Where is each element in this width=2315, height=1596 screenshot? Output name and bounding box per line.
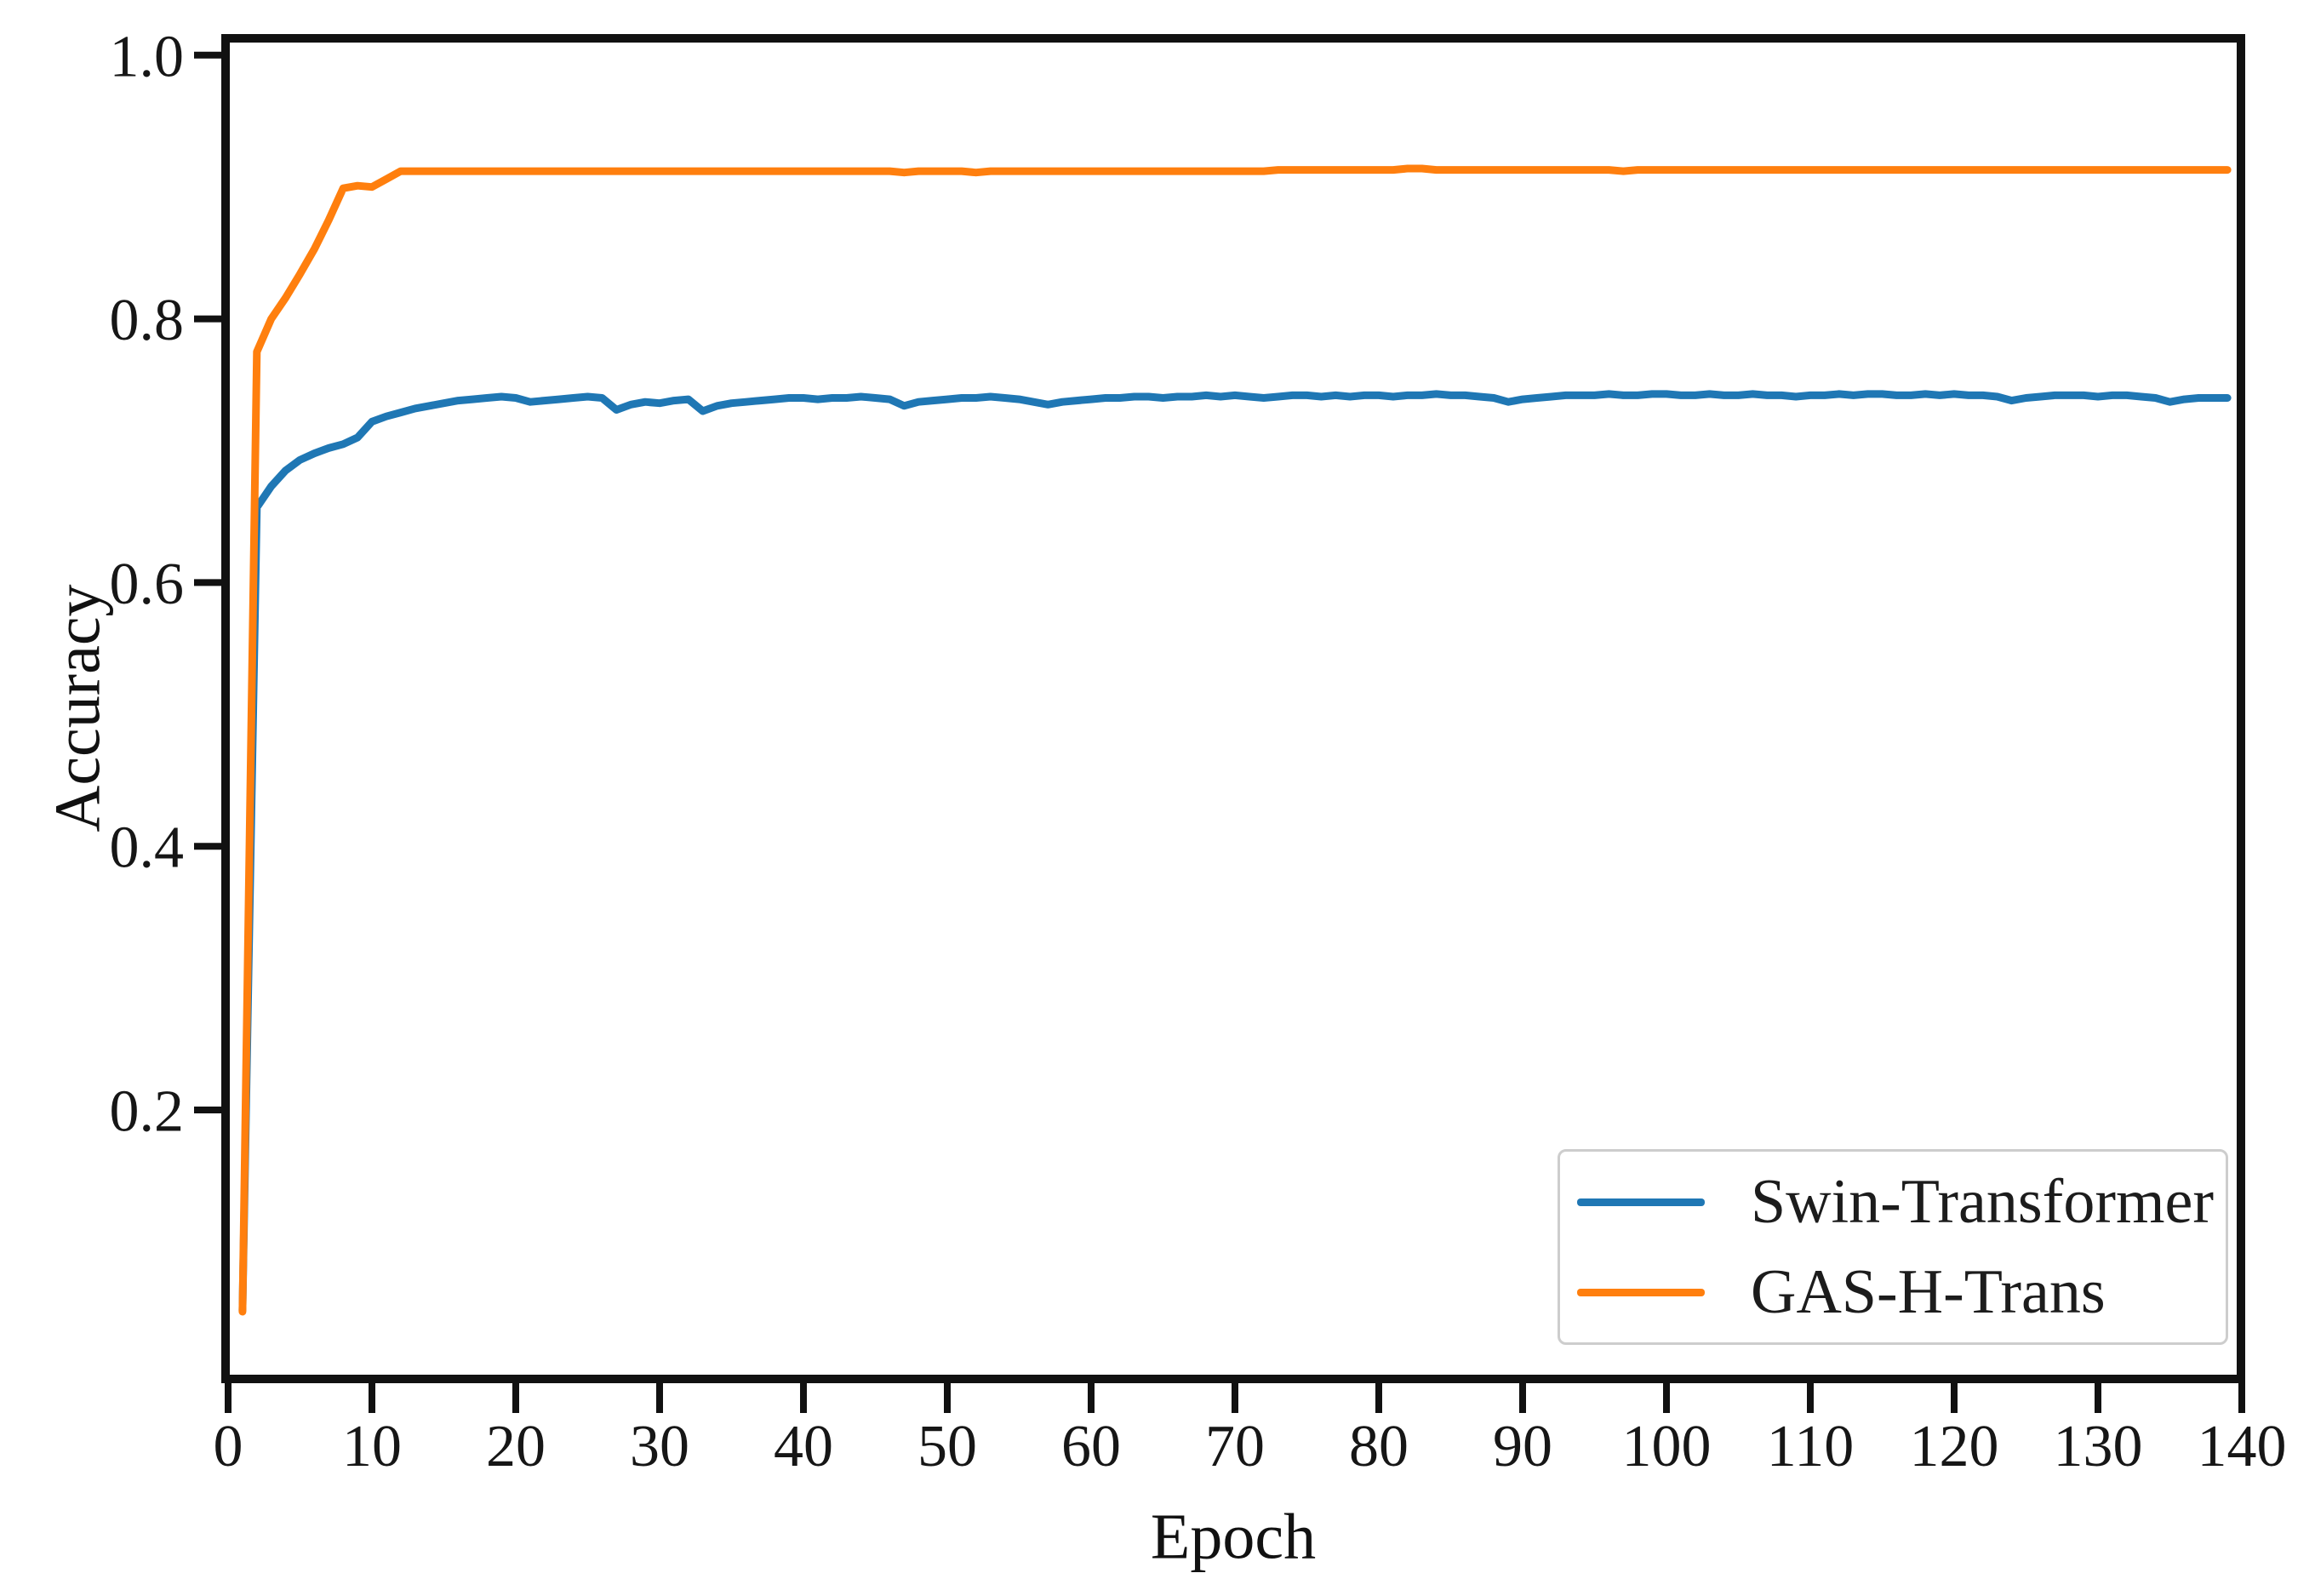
x-tick-label: 30: [630, 1414, 689, 1479]
y-tick-label: 0.2: [110, 1079, 185, 1145]
y-tick-label: 0.8: [110, 288, 185, 353]
legend-label-swin: Swin-Transformer: [1751, 1167, 2215, 1237]
legend-label-gas: GAS-H-Trans: [1751, 1257, 2106, 1327]
x-tick-label: 90: [1493, 1414, 1552, 1479]
y-tick-label: 1.0: [110, 24, 185, 89]
x-tick-label: 110: [1767, 1414, 1854, 1479]
x-tick-label: 100: [1622, 1414, 1712, 1479]
x-tick-label: 20: [486, 1414, 546, 1479]
legend-row-swin: Swin-Transformer: [1577, 1170, 2226, 1233]
x-tick-label: 50: [917, 1414, 977, 1479]
y-axis-ticks: 0.2 0.4 0.6 0.8 1.0: [110, 24, 223, 1145]
series-line-gas-h-trans: [238, 164, 2232, 1316]
legend-line-sample-swin: [1577, 1198, 1705, 1206]
x-tick-label: 140: [2198, 1414, 2287, 1479]
plot-border: [221, 34, 2245, 1383]
x-tick-label: 70: [1205, 1414, 1265, 1479]
series-lines: [238, 164, 2232, 1316]
x-tick-label: 60: [1061, 1414, 1121, 1479]
x-tick-label: 10: [342, 1414, 402, 1479]
x-axis-title: Epoch: [1150, 1501, 1317, 1573]
legend-row-gas: GAS-H-Trans: [1577, 1261, 2226, 1324]
y-tick-label: 0.6: [110, 552, 185, 617]
x-tick-label: 40: [774, 1414, 833, 1479]
x-axis-ticks: 0 10 20 30 40 50 60 70 80 90 100 110 120 130 140: [214, 1383, 2287, 1479]
y-axis-title: Accuracy: [42, 584, 114, 832]
x-tick-label: 120: [1910, 1414, 1999, 1479]
series-line-swin-transformer: [238, 390, 2232, 1314]
y-tick-label: 0.4: [110, 815, 185, 881]
x-tick-label: 130: [2054, 1414, 2143, 1479]
x-tick-label: 80: [1349, 1414, 1409, 1479]
legend-line-sample-gas: [1577, 1288, 1705, 1296]
x-tick-label: 0: [214, 1414, 243, 1479]
legend: Swin-Transformer GAS-H-Trans: [1558, 1149, 2228, 1345]
